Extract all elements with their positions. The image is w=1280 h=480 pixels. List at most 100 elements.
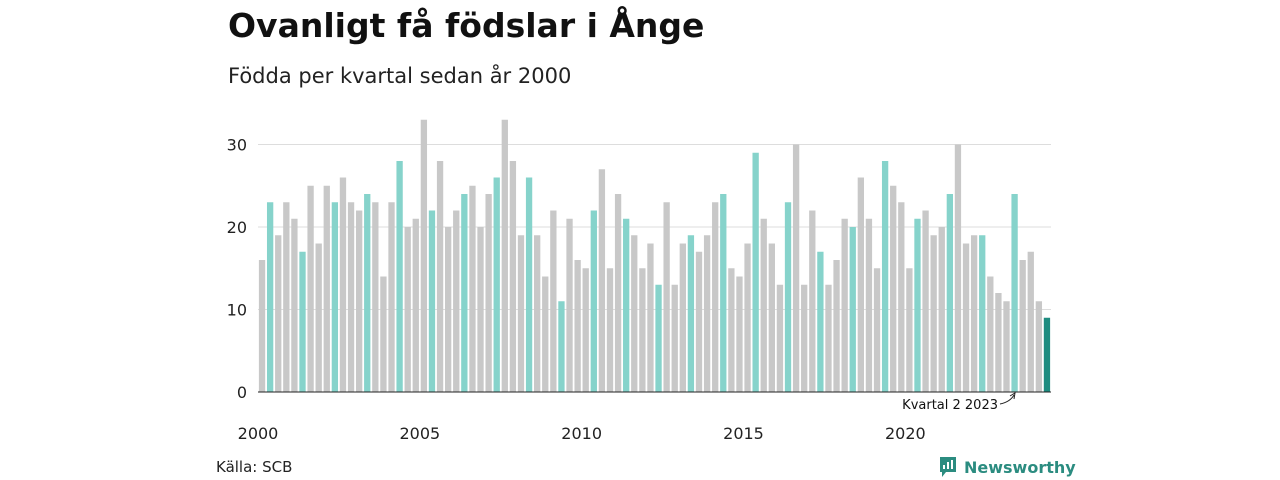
x-tick-label: 2015 [723, 424, 764, 443]
bar [614, 194, 622, 392]
y-tick-label: 30 [227, 136, 247, 155]
bar [760, 218, 767, 392]
bar [1035, 301, 1043, 392]
bar [970, 235, 978, 392]
bar [995, 293, 1002, 392]
bar [695, 251, 703, 392]
bar [987, 276, 994, 392]
bar [809, 210, 816, 392]
bar [493, 177, 500, 392]
bar [331, 202, 339, 392]
y-tick-label: 20 [227, 218, 247, 237]
bar [590, 210, 597, 392]
bar [784, 202, 792, 392]
bar [412, 218, 419, 392]
bar [291, 218, 298, 392]
bar [509, 161, 517, 392]
y-tick-label: 0 [237, 383, 247, 402]
bar [404, 227, 411, 392]
bar [1043, 317, 1051, 392]
bar [558, 301, 565, 392]
bar [801, 284, 808, 392]
bar [857, 177, 864, 392]
bar [890, 185, 897, 392]
bar [639, 268, 646, 392]
bar [364, 194, 371, 392]
bar [323, 185, 330, 392]
bar [914, 218, 921, 392]
bar [525, 177, 533, 392]
bar [1019, 260, 1026, 392]
x-tick-label: 2020 [885, 424, 926, 443]
newsworthy-logo-icon [940, 457, 956, 477]
bar [355, 210, 363, 392]
bar [388, 202, 395, 392]
x-tick-label: 2010 [561, 424, 602, 443]
bar [501, 119, 508, 392]
bar [1003, 301, 1010, 392]
bar [728, 268, 735, 392]
source-note: Källa: SCB [216, 458, 293, 476]
annotation-arrowhead [1009, 392, 1016, 400]
bar [817, 251, 824, 392]
bar [420, 119, 428, 392]
bar [445, 227, 452, 392]
bar [598, 169, 606, 392]
bar [841, 218, 848, 392]
bar [566, 218, 573, 392]
bar [275, 235, 282, 392]
bar [825, 284, 832, 392]
bar [606, 268, 614, 392]
bar [1027, 251, 1034, 392]
bar [671, 284, 678, 392]
bar [461, 194, 468, 392]
bar [574, 260, 581, 392]
bar [744, 243, 751, 392]
bar [833, 260, 840, 392]
bar [946, 194, 954, 392]
chart-subtitle: Födda per kvartal sedan år 2000 [228, 64, 572, 88]
bar [542, 276, 549, 392]
bar [534, 235, 541, 392]
bar [655, 284, 662, 392]
bar [938, 227, 945, 392]
bar [315, 243, 322, 392]
bar [258, 260, 266, 392]
bar [752, 152, 759, 392]
bar [1011, 194, 1018, 392]
bar [768, 243, 775, 392]
y-tick-label: 10 [227, 301, 247, 320]
bar [550, 210, 557, 392]
bar [380, 276, 387, 392]
bar [792, 144, 800, 392]
bar [687, 235, 695, 392]
bar [720, 194, 727, 392]
bar [485, 194, 492, 392]
bar [906, 268, 913, 392]
annotation-arrow [999, 394, 1015, 405]
bar [339, 177, 347, 392]
chart-title: Ovanligt få födslar i Ånge [228, 6, 705, 45]
annotation-label: Kvartal 2 2023 [902, 398, 998, 413]
bar [283, 202, 290, 392]
brand-name: Newsworthy [964, 457, 1076, 477]
bar [979, 235, 986, 392]
bar [776, 284, 784, 392]
brand-logo: Newsworthy [938, 456, 1076, 478]
bar [582, 268, 589, 392]
bar [428, 210, 436, 392]
bar [865, 218, 873, 392]
bar [347, 202, 355, 392]
bar [922, 210, 929, 392]
bar [736, 276, 743, 392]
bar [849, 227, 856, 392]
bar [453, 210, 460, 392]
bar [712, 202, 719, 392]
bar [469, 185, 476, 392]
bar [307, 185, 314, 392]
bar [517, 235, 525, 392]
bar [962, 243, 970, 392]
bar [477, 227, 484, 392]
bar [623, 218, 630, 392]
